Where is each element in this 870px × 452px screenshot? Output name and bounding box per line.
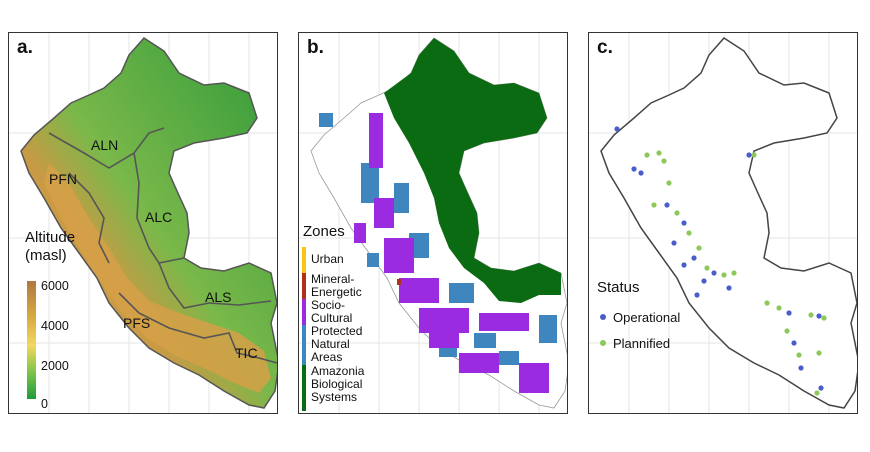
- point-operational: [726, 285, 732, 291]
- point-plannified: [651, 202, 657, 208]
- point-operational: [631, 166, 637, 172]
- region-label-tic: TIC: [235, 345, 258, 361]
- plant-points: [600, 126, 827, 396]
- point-plannified: [814, 390, 820, 396]
- point-operational: [681, 220, 687, 226]
- region-label-pfs: PFS: [123, 315, 151, 331]
- point-operational: [791, 340, 797, 346]
- point-plannified: [661, 158, 667, 164]
- zone-legend-amazonia: Amazonia Biological Systems: [311, 364, 365, 404]
- altitude-tick-4000: 4000: [41, 319, 69, 333]
- legend-dot-operational: [600, 314, 606, 320]
- legend-dot-plannified: [600, 340, 606, 346]
- point-plannified: [796, 352, 802, 358]
- region-label-als: ALS: [205, 289, 232, 305]
- altitude-scale-bar: [27, 281, 36, 399]
- zone-legend-protected: Protected Natural Areas: [311, 324, 363, 364]
- point-operational: [614, 126, 620, 132]
- zone-legend-urban: Urban: [311, 252, 344, 266]
- point-plannified: [696, 245, 702, 251]
- point-operational: [711, 270, 717, 276]
- status-legend-plannified: Plannified: [613, 336, 671, 351]
- point-plannified: [686, 230, 692, 236]
- point-operational: [671, 240, 677, 246]
- point-plannified: [666, 180, 672, 186]
- panel-a-map-svg: [9, 33, 277, 413]
- panel-c-status-map: c. Status Operational Plannified: [588, 32, 858, 414]
- region-label-aln: ALN: [91, 137, 119, 153]
- panel-b-zones-map: b. Zones Urban Mineral- Energetic Socio-…: [298, 32, 568, 414]
- status-legend-title: Status: [597, 279, 640, 296]
- point-operational: [746, 152, 752, 158]
- point-operational: [638, 170, 644, 176]
- zone-legend-mineral: Mineral- Energetic: [311, 272, 362, 299]
- point-plannified: [751, 152, 757, 158]
- point-plannified: [721, 272, 727, 278]
- altitude-tick-6000: 6000: [41, 279, 69, 293]
- zones-legend-swatches: [302, 247, 306, 411]
- point-operational: [664, 202, 670, 208]
- point-operational: [691, 255, 697, 261]
- zone-socio-cultural: [354, 113, 549, 393]
- region-label-alc: ALC: [145, 209, 173, 225]
- zones-legend-title: Zones: [303, 223, 345, 240]
- altitude-legend-title: Altitude (masl): [25, 229, 76, 264]
- point-plannified: [776, 305, 782, 311]
- zone-amazonia: [384, 38, 561, 303]
- point-plannified: [674, 210, 680, 216]
- point-operational: [701, 278, 707, 284]
- point-plannified: [821, 315, 827, 321]
- point-plannified: [764, 300, 770, 306]
- point-operational: [816, 313, 822, 319]
- point-plannified: [816, 350, 822, 356]
- panel-b-map-svg: [299, 33, 567, 413]
- region-boundaries: [48, 127, 277, 364]
- zone-legend-socio: Socio- Cultural: [311, 298, 353, 325]
- point-plannified: [704, 265, 710, 271]
- altitude-tick-0: 0: [41, 397, 48, 411]
- point-plannified: [808, 312, 814, 318]
- point-plannified: [731, 270, 737, 276]
- altitude-tick-2000: 2000: [41, 359, 69, 373]
- point-operational: [694, 292, 700, 298]
- point-operational: [818, 385, 824, 391]
- panel-a-altitude-map: a. ALN PFN ALC ALS PFS TIC Altitude (mas…: [8, 32, 278, 414]
- panel-c-map-svg: [589, 33, 857, 413]
- point-plannified: [784, 328, 790, 334]
- region-label-pfn: PFN: [49, 171, 77, 187]
- peru-outline-c: [600, 37, 857, 409]
- point-plannified: [644, 152, 650, 158]
- zone-mineral-energetic: [397, 279, 401, 285]
- point-operational: [681, 262, 687, 268]
- panel-b-label: b.: [307, 37, 324, 58]
- panel-a-label: a.: [17, 37, 33, 58]
- status-legend-operational: Operational: [613, 310, 681, 325]
- point-plannified: [656, 150, 662, 156]
- peru-outline-a: [20, 37, 277, 409]
- point-operational: [798, 365, 804, 371]
- panel-c-label: c.: [597, 37, 613, 58]
- point-operational: [786, 310, 792, 316]
